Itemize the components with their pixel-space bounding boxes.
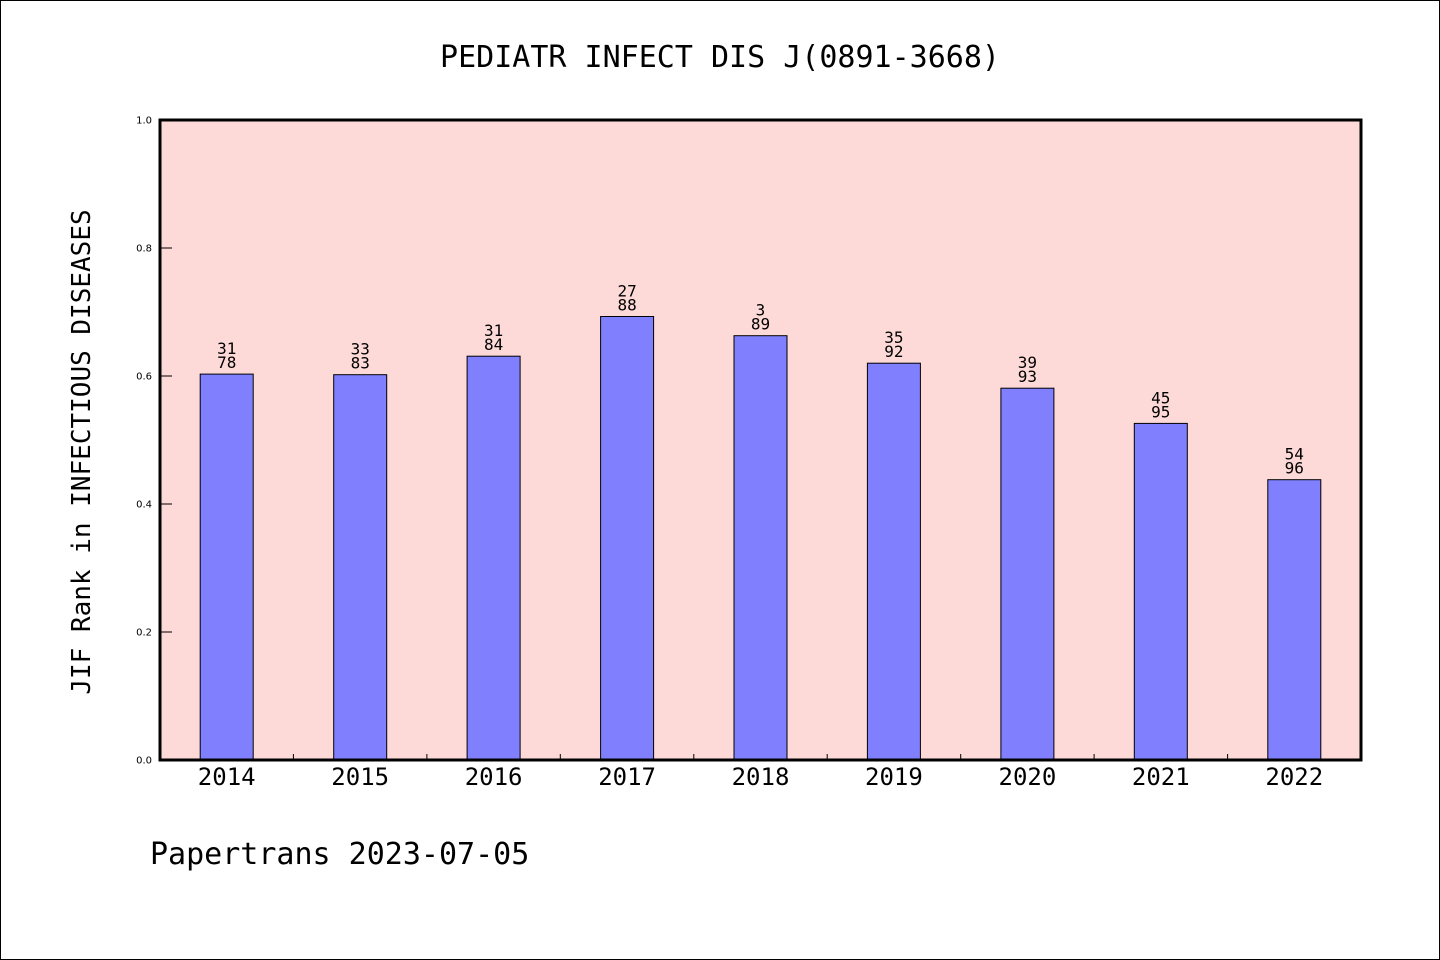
x-tick-label-2018: 2018 — [732, 763, 790, 791]
bar-label-bottom-2021: 95 — [1151, 402, 1170, 421]
x-tick-label-2019: 2019 — [865, 763, 923, 791]
bar-2018 — [733, 335, 788, 761]
bar-2021 — [1133, 422, 1188, 761]
bar-label-top-2019: 35 — [884, 328, 903, 347]
x-tick-label-2014: 2014 — [198, 763, 256, 791]
x-tick-label-2017: 2017 — [598, 763, 656, 791]
x-tick-label-2020: 2020 — [999, 763, 1057, 791]
bar-2015 — [333, 374, 388, 761]
bar-2020 — [1000, 387, 1055, 761]
bar-label-bottom-2020: 93 — [1018, 367, 1037, 386]
bar-label-bottom-2015: 83 — [351, 354, 370, 373]
bar-label-top-2022: 54 — [1285, 445, 1304, 464]
y-tick-label-0.6: 0.6 — [136, 372, 152, 383]
bar-label-bottom-2016: 84 — [484, 335, 503, 354]
y-tick-label-1.0: 1.0 — [136, 116, 152, 127]
x-tick-label-2021: 2021 — [1132, 763, 1190, 791]
bar-label-top-2017: 27 — [617, 282, 636, 301]
bar-label-top-2014: 31 — [217, 339, 236, 358]
bar-2014 — [199, 373, 254, 761]
bar-label-bottom-2022: 96 — [1285, 459, 1304, 478]
bar-label-top-2020: 39 — [1018, 353, 1037, 372]
bar-label-top-2016: 31 — [484, 321, 503, 340]
y-tick-label-0.0: 0.0 — [136, 756, 152, 767]
bar-2017 — [600, 316, 655, 761]
bar-label-bottom-2014: 78 — [217, 353, 236, 372]
x-tick-label-2016: 2016 — [465, 763, 523, 791]
plot-border — [158, 118, 1363, 762]
bar-2019 — [866, 362, 921, 761]
bar-2022 — [1267, 479, 1322, 761]
bar-label-bottom-2019: 92 — [884, 342, 903, 361]
x-tick-label-2022: 2022 — [1265, 763, 1323, 791]
y-tick-label-0.4: 0.4 — [136, 500, 152, 511]
bar-label-bottom-2018: 89 — [751, 315, 770, 334]
x-tick-label-2015: 2015 — [331, 763, 389, 791]
bar-label-bottom-2017: 88 — [617, 296, 636, 315]
chart-title: PEDIATR INFECT DIS J(0891-3668) — [440, 40, 1000, 75]
bar-2016 — [466, 355, 521, 761]
y-axis-label: JIF Rank in INFECTIOUS DISEASES — [67, 209, 97, 694]
y-tick-label-0.2: 0.2 — [136, 628, 152, 639]
bar-label-top-2018: 3 — [756, 301, 766, 320]
y-tick-label-0.8: 0.8 — [136, 244, 152, 255]
footer-credit: Papertrans 2023-07-05 — [150, 837, 529, 872]
bar-label-top-2021: 45 — [1151, 388, 1170, 407]
bar-label-top-2015: 33 — [351, 340, 370, 359]
x-axis-ticks: 2014 2015 2016 2017 2018 2019 2020 2021 2022 — [198, 754, 1323, 791]
